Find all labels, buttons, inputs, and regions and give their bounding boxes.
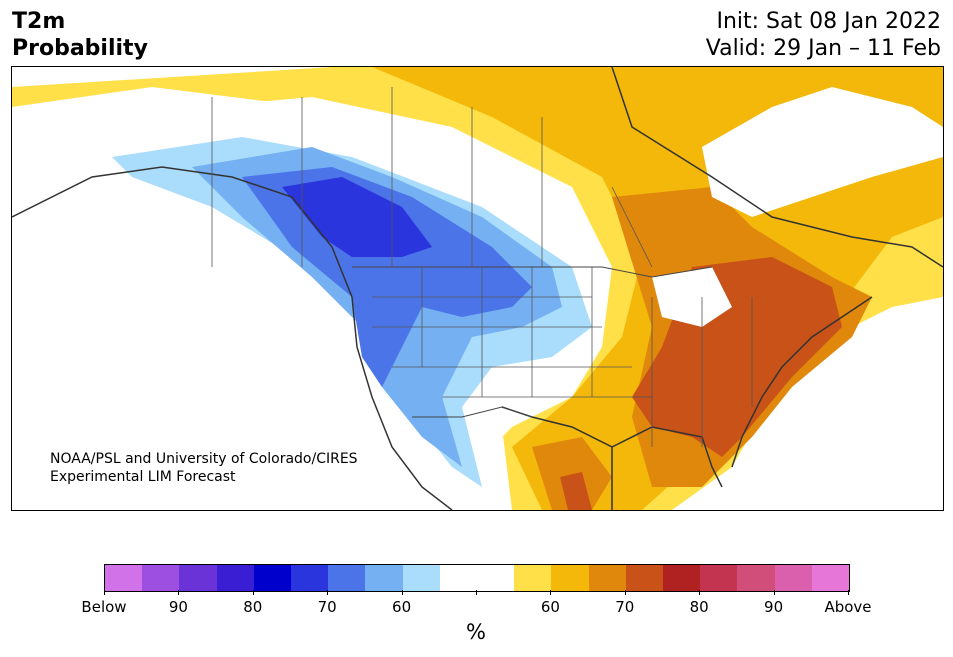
title-block: T2m Probability	[12, 8, 148, 62]
colorbar-tick	[773, 590, 775, 595]
colorbar-segment	[216, 565, 254, 591]
colorbar-tick	[178, 590, 180, 595]
border-us-mexico	[412, 406, 533, 418]
colorbar-unit: %	[466, 620, 486, 644]
colorbar-tick-label: Above	[824, 598, 872, 616]
state-borders	[372, 267, 753, 447]
colorbar-tick	[550, 590, 552, 595]
colorbar-segment	[142, 565, 180, 591]
warm-region-mexico-core	[560, 472, 592, 510]
colorbar-segment	[477, 565, 515, 591]
normal-region-lakes	[652, 267, 732, 327]
colorbar-tick-label: 80	[689, 598, 709, 616]
colorbar-segment	[105, 565, 143, 591]
map-credit: NOAA/PSL and University of Colorado/CIRE…	[50, 450, 358, 486]
colorbar-tick	[848, 590, 849, 595]
normal-region-hudson	[702, 87, 943, 217]
colorbar-segment	[179, 565, 217, 591]
credit-line2: Experimental LIM Forecast	[50, 469, 236, 485]
colorbar-tick-label: 90	[168, 598, 188, 616]
valid-range: Valid: 29 Jan – 11 Feb	[705, 36, 941, 61]
colorbar-tick	[624, 590, 626, 595]
colorbar-segment	[253, 565, 292, 591]
colorbar-tick-label: 70	[615, 598, 635, 616]
colorbar-segment	[774, 565, 812, 591]
colorbar-tick-label: 60	[392, 598, 412, 616]
colorbar-segment	[811, 565, 850, 591]
date-block: Init: Sat 08 Jan 2022 Valid: 29 Jan – 11…	[706, 8, 941, 62]
coastline-west	[12, 166, 453, 510]
colorbar	[104, 564, 850, 592]
colorbar-tick	[327, 590, 329, 595]
colorbar-tick-label: 80	[243, 598, 263, 616]
colorbar-tick	[699, 590, 701, 595]
colorbar-segment	[625, 565, 664, 591]
cold-region-deepblue	[282, 177, 432, 257]
colorbar-tick	[401, 590, 403, 595]
colorbar-segment	[328, 565, 366, 591]
colorbar-tick-label: Below	[81, 598, 127, 616]
colorbar-tick	[476, 590, 477, 595]
border-us-canada	[352, 266, 713, 278]
colorbar-segment	[663, 565, 701, 591]
colorbar-segment	[700, 565, 738, 591]
credit-line1: NOAA/PSL and University of Colorado/CIRE…	[50, 451, 358, 467]
colorbar-segment	[365, 565, 403, 591]
init-date: Init: Sat 08 Jan 2022	[716, 9, 941, 34]
title-probability: Probability	[12, 36, 148, 61]
forecast-map: NOAA/PSL and University of Colorado/CIRE…	[11, 66, 944, 511]
colorbar-segment	[514, 565, 552, 591]
map-canvas	[12, 67, 943, 510]
colorbar-segment	[439, 565, 478, 591]
colorbar-tick-label: 90	[764, 598, 784, 616]
colorbar-segment	[402, 565, 440, 591]
colorbar-tick-label: 60	[540, 598, 560, 616]
colorbar-segment	[737, 565, 775, 591]
colorbar-tick-label: 70	[317, 598, 337, 616]
warm-region-mexico	[532, 437, 612, 510]
colorbar-segment	[291, 565, 329, 591]
province-borders	[211, 87, 653, 268]
colorbar-tick	[104, 590, 105, 595]
colorbar-segment	[551, 565, 589, 591]
title-variable: T2m	[12, 9, 66, 34]
colorbar-segment	[588, 565, 626, 591]
colorbar-tick	[252, 590, 254, 595]
